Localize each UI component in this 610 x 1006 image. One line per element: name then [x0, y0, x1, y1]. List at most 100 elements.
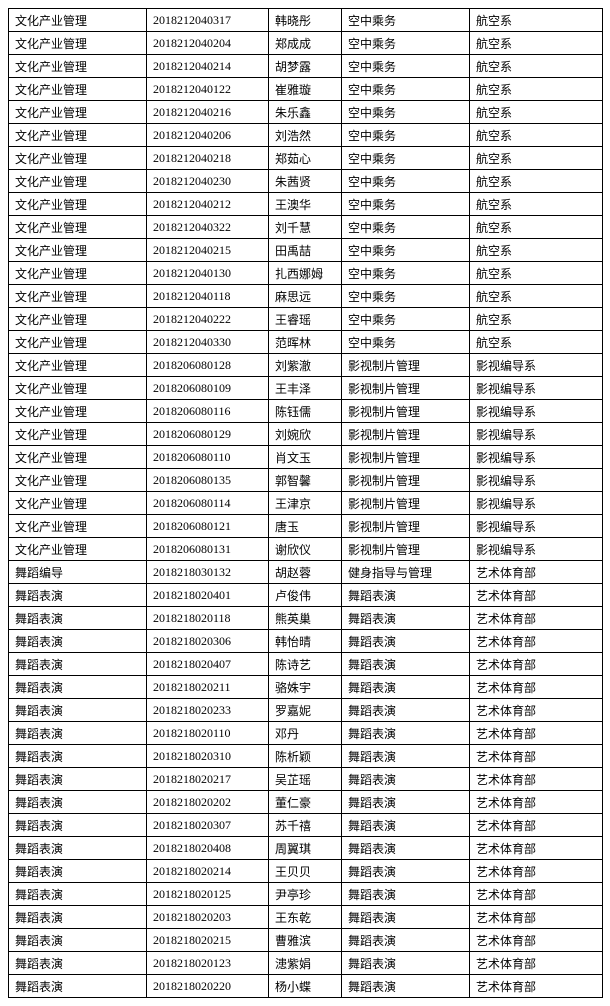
table-cell: 2018206080114: [147, 492, 269, 515]
table-cell: 王津京: [269, 492, 342, 515]
table-cell: 影视编导系: [470, 446, 603, 469]
table-cell: 舞蹈表演: [342, 745, 470, 768]
table-cell: 熊英巢: [269, 607, 342, 630]
table-row: 文化产业管理2018206080121唐玉影视制片管理影视编导系: [9, 515, 603, 538]
table-row: 舞蹈表演2018218020217吴芷瑶舞蹈表演艺术体育部: [9, 768, 603, 791]
table-cell: 2018206080135: [147, 469, 269, 492]
table-cell: 舞蹈表演: [9, 952, 147, 975]
table-cell: 肖文玉: [269, 446, 342, 469]
table-row: 舞蹈表演2018218020310陈析颖舞蹈表演艺术体育部: [9, 745, 603, 768]
table-cell: 2018212040206: [147, 124, 269, 147]
table-cell: 2018218020118: [147, 607, 269, 630]
table-cell: 艺术体育部: [470, 814, 603, 837]
table-cell: 刘浩然: [269, 124, 342, 147]
table-cell: 空中乘务: [342, 239, 470, 262]
table-cell: 空中乘务: [342, 285, 470, 308]
table-cell: 影视制片管理: [342, 492, 470, 515]
table-cell: 麻思远: [269, 285, 342, 308]
student-table: 文化产业管理2018212040317韩晓彤空中乘务航空系文化产业管理20182…: [8, 8, 603, 998]
table-cell: 2018206080129: [147, 423, 269, 446]
table-cell: 2018212040214: [147, 55, 269, 78]
table-row: 文化产业管理2018212040215田禹喆空中乘务航空系: [9, 239, 603, 262]
table-cell: 2018206080110: [147, 446, 269, 469]
table-row: 文化产业管理2018212040330范晖林空中乘务航空系: [9, 331, 603, 354]
table-row: 文化产业管理2018212040118麻思远空中乘务航空系: [9, 285, 603, 308]
table-cell: 王东乾: [269, 906, 342, 929]
table-cell: 舞蹈表演: [9, 722, 147, 745]
table-row: 舞蹈表演2018218020233罗嘉妮舞蹈表演艺术体育部: [9, 699, 603, 722]
table-cell: 文化产业管理: [9, 216, 147, 239]
table-cell: 艺术体育部: [470, 745, 603, 768]
table-cell: 文化产业管理: [9, 32, 147, 55]
table-cell: 影视制片管理: [342, 354, 470, 377]
table-row: 文化产业管理2018206080131谢欣仪影视制片管理影视编导系: [9, 538, 603, 561]
table-cell: 舞蹈表演: [342, 676, 470, 699]
table-cell: 影视编导系: [470, 515, 603, 538]
table-cell: 2018218030132: [147, 561, 269, 584]
table-row: 文化产业管理2018212040122崔雅璇空中乘务航空系: [9, 78, 603, 101]
table-cell: 董仁豪: [269, 791, 342, 814]
table-cell: 2018218020407: [147, 653, 269, 676]
table-cell: 艺术体育部: [470, 607, 603, 630]
table-cell: 舞蹈编导: [9, 561, 147, 584]
table-cell: 2018212040216: [147, 101, 269, 124]
table-cell: 文化产业管理: [9, 400, 147, 423]
table-cell: 2018212040218: [147, 147, 269, 170]
table-cell: 2018212040322: [147, 216, 269, 239]
table-row: 舞蹈表演2018218020307苏千禧舞蹈表演艺术体育部: [9, 814, 603, 837]
table-cell: 田禹喆: [269, 239, 342, 262]
table-cell: 舞蹈表演: [9, 975, 147, 998]
table-cell: 2018218020203: [147, 906, 269, 929]
table-cell: 文化产业管理: [9, 538, 147, 561]
table-cell: 艺术体育部: [470, 929, 603, 952]
table-row: 舞蹈表演2018218020214王贝贝舞蹈表演艺术体育部: [9, 860, 603, 883]
table-cell: 文化产业管理: [9, 101, 147, 124]
table-cell: 影视制片管理: [342, 423, 470, 446]
table-row: 文化产业管理2018206080129刘婉欣影视制片管理影视编导系: [9, 423, 603, 446]
table-cell: 舞蹈表演: [342, 722, 470, 745]
table-cell: 唐玉: [269, 515, 342, 538]
table-cell: 刘紫澈: [269, 354, 342, 377]
table-cell: 文化产业管理: [9, 55, 147, 78]
table-cell: 2018218020233: [147, 699, 269, 722]
table-cell: 艺术体育部: [470, 791, 603, 814]
table-cell: 文化产业管理: [9, 285, 147, 308]
table-row: 舞蹈表演2018218020125尹亭珍舞蹈表演艺术体育部: [9, 883, 603, 906]
table-cell: 2018218020110: [147, 722, 269, 745]
table-cell: 舞蹈表演: [342, 768, 470, 791]
table-row: 舞蹈表演2018218020110邓丹舞蹈表演艺术体育部: [9, 722, 603, 745]
table-row: 文化产业管理2018206080109王丰泽影视制片管理影视编导系: [9, 377, 603, 400]
table-cell: 健身指导与管理: [342, 561, 470, 584]
table-cell: 陈诗艺: [269, 653, 342, 676]
table-cell: 舞蹈表演: [342, 699, 470, 722]
table-row: 文化产业管理2018212040322刘千慧空中乘务航空系: [9, 216, 603, 239]
table-cell: 艺术体育部: [470, 952, 603, 975]
table-cell: 空中乘务: [342, 193, 470, 216]
table-cell: 2018218020125: [147, 883, 269, 906]
table-cell: 文化产业管理: [9, 78, 147, 101]
table-cell: 2018218020123: [147, 952, 269, 975]
table-cell: 杨小蝶: [269, 975, 342, 998]
table-cell: 空中乘务: [342, 101, 470, 124]
table-cell: 2018206080109: [147, 377, 269, 400]
table-row: 文化产业管理2018206080116陈钰儒影视制片管理影视编导系: [9, 400, 603, 423]
table-row: 文化产业管理2018212040317韩晓彤空中乘务航空系: [9, 9, 603, 32]
table-cell: 郑成成: [269, 32, 342, 55]
table-cell: 文化产业管理: [9, 193, 147, 216]
table-cell: 尹亭珍: [269, 883, 342, 906]
table-cell: 2018218020408: [147, 837, 269, 860]
table-cell: 航空系: [470, 216, 603, 239]
table-cell: 2018212040118: [147, 285, 269, 308]
table-cell: 陈析颖: [269, 745, 342, 768]
table-cell: 胡赵蓉: [269, 561, 342, 584]
table-cell: 空中乘务: [342, 32, 470, 55]
table-cell: 周翼琪: [269, 837, 342, 860]
table-cell: 2018218020215: [147, 929, 269, 952]
table-cell: 舞蹈表演: [9, 699, 147, 722]
table-cell: 舞蹈表演: [342, 630, 470, 653]
table-cell: 艺术体育部: [470, 630, 603, 653]
table-cell: 2018218020220: [147, 975, 269, 998]
table-cell: 刘婉欣: [269, 423, 342, 446]
table-cell: 朱乐鑫: [269, 101, 342, 124]
table-cell: 2018218020211: [147, 676, 269, 699]
